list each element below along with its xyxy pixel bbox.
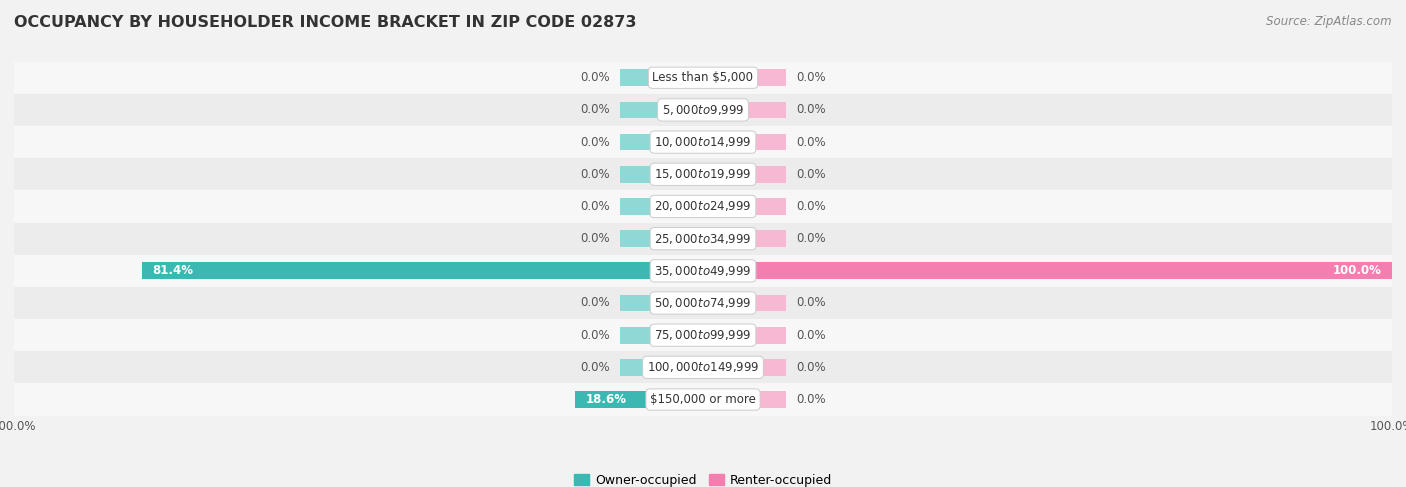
Bar	[703, 134, 786, 150]
Text: 0.0%: 0.0%	[796, 168, 825, 181]
Text: 0.0%: 0.0%	[581, 168, 610, 181]
Text: 0.0%: 0.0%	[796, 200, 825, 213]
Bar	[14, 62, 1392, 94]
Bar	[575, 391, 703, 408]
Text: Source: ZipAtlas.com: Source: ZipAtlas.com	[1267, 15, 1392, 28]
Bar	[703, 198, 786, 215]
Bar	[620, 166, 703, 183]
Legend: Owner-occupied, Renter-occupied: Owner-occupied, Renter-occupied	[568, 469, 838, 487]
Bar	[14, 126, 1392, 158]
Text: 0.0%: 0.0%	[581, 232, 610, 245]
Text: 0.0%: 0.0%	[581, 71, 610, 84]
Text: 100.0%: 100.0%	[1369, 420, 1406, 433]
Bar	[703, 166, 786, 183]
Bar	[620, 134, 703, 150]
Bar	[703, 69, 786, 86]
Bar	[14, 158, 1392, 190]
Text: 0.0%: 0.0%	[796, 232, 825, 245]
Bar	[620, 230, 703, 247]
Bar	[14, 319, 1392, 351]
Text: $5,000 to $9,999: $5,000 to $9,999	[662, 103, 744, 117]
Text: 100.0%: 100.0%	[0, 420, 37, 433]
Bar	[14, 223, 1392, 255]
Text: 0.0%: 0.0%	[796, 297, 825, 309]
Text: 0.0%: 0.0%	[796, 329, 825, 342]
Bar	[703, 102, 786, 118]
Bar	[14, 94, 1392, 126]
Text: 0.0%: 0.0%	[581, 135, 610, 149]
Text: 0.0%: 0.0%	[581, 329, 610, 342]
Bar	[703, 230, 786, 247]
Bar	[620, 359, 703, 375]
Text: OCCUPANCY BY HOUSEHOLDER INCOME BRACKET IN ZIP CODE 02873: OCCUPANCY BY HOUSEHOLDER INCOME BRACKET …	[14, 15, 637, 30]
Text: $50,000 to $74,999: $50,000 to $74,999	[654, 296, 752, 310]
Text: 0.0%: 0.0%	[581, 200, 610, 213]
Bar	[703, 327, 786, 343]
Bar	[703, 295, 786, 311]
Text: Less than $5,000: Less than $5,000	[652, 71, 754, 84]
Text: $35,000 to $49,999: $35,000 to $49,999	[654, 264, 752, 278]
Text: 0.0%: 0.0%	[796, 361, 825, 374]
Bar	[620, 102, 703, 118]
Text: 0.0%: 0.0%	[581, 361, 610, 374]
Text: $75,000 to $99,999: $75,000 to $99,999	[654, 328, 752, 342]
Text: 100.0%: 100.0%	[1333, 264, 1382, 277]
Text: 18.6%: 18.6%	[585, 393, 626, 406]
Text: 0.0%: 0.0%	[796, 135, 825, 149]
Bar	[620, 295, 703, 311]
Bar	[703, 391, 786, 408]
Bar	[703, 359, 786, 375]
Bar	[14, 255, 1392, 287]
Text: $100,000 to $149,999: $100,000 to $149,999	[647, 360, 759, 375]
Text: $10,000 to $14,999: $10,000 to $14,999	[654, 135, 752, 149]
Bar	[620, 198, 703, 215]
Bar	[14, 383, 1392, 415]
Text: 0.0%: 0.0%	[796, 103, 825, 116]
Text: 0.0%: 0.0%	[581, 103, 610, 116]
Bar	[703, 262, 1392, 279]
Bar	[14, 351, 1392, 383]
Text: 0.0%: 0.0%	[796, 71, 825, 84]
Text: 0.0%: 0.0%	[581, 297, 610, 309]
Bar	[620, 327, 703, 343]
Text: 81.4%: 81.4%	[152, 264, 194, 277]
Bar	[620, 69, 703, 86]
Text: $20,000 to $24,999: $20,000 to $24,999	[654, 200, 752, 213]
Text: 0.0%: 0.0%	[796, 393, 825, 406]
Text: $25,000 to $34,999: $25,000 to $34,999	[654, 232, 752, 245]
Bar	[142, 262, 703, 279]
Text: $150,000 or more: $150,000 or more	[650, 393, 756, 406]
Bar	[14, 287, 1392, 319]
Text: $15,000 to $19,999: $15,000 to $19,999	[654, 167, 752, 181]
Bar	[14, 190, 1392, 223]
